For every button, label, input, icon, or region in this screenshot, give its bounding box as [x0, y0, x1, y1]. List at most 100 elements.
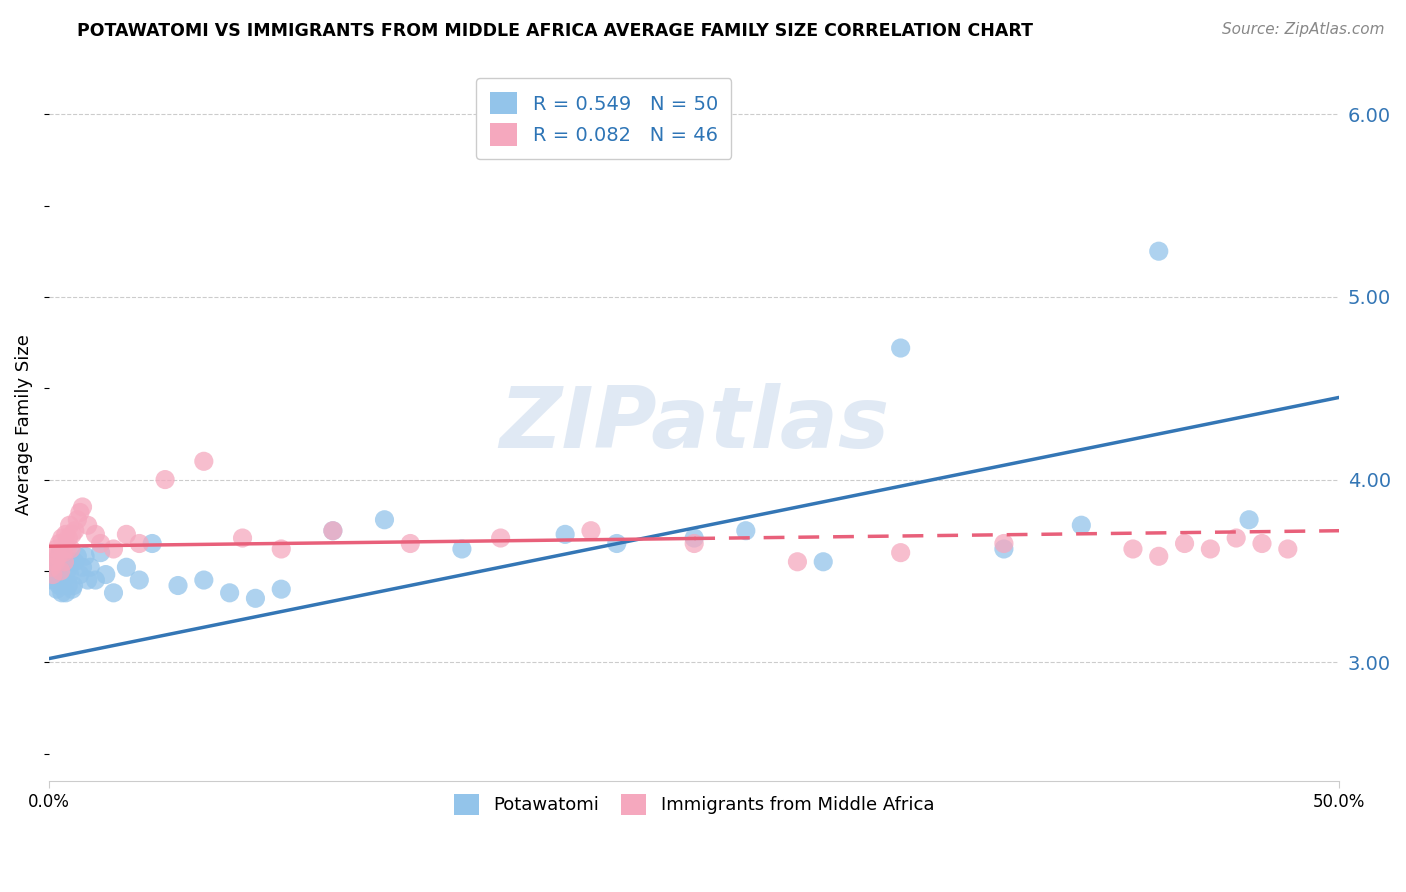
Point	[322, 524, 344, 538]
Point	[45, 541, 67, 556]
Point	[66, 549, 89, 564]
Point	[59, 541, 82, 556]
Point	[79, 560, 101, 574]
Point	[193, 454, 215, 468]
Point	[42, 560, 65, 574]
Point	[115, 527, 138, 541]
Point	[734, 524, 756, 538]
Point	[1237, 513, 1260, 527]
Point	[41, 560, 63, 574]
Point	[51, 586, 73, 600]
Point	[813, 555, 835, 569]
Point	[890, 341, 912, 355]
Point	[49, 546, 72, 560]
Point	[1070, 518, 1092, 533]
Point	[60, 527, 83, 541]
Point	[167, 578, 190, 592]
Point	[49, 564, 72, 578]
Point	[606, 536, 628, 550]
Point	[69, 505, 91, 519]
Point	[75, 549, 97, 564]
Point	[322, 524, 344, 538]
Point	[62, 578, 84, 592]
Point	[128, 536, 150, 550]
Point	[76, 573, 98, 587]
Point	[72, 560, 94, 574]
Point	[56, 564, 79, 578]
Point	[115, 560, 138, 574]
Point	[399, 536, 422, 550]
Point	[52, 546, 75, 560]
Point	[90, 546, 112, 560]
Point	[58, 578, 80, 592]
Point	[45, 582, 67, 597]
Point	[84, 573, 107, 587]
Point	[53, 555, 76, 569]
Point	[683, 536, 706, 550]
Point	[1147, 549, 1170, 564]
Point	[66, 513, 89, 527]
Point	[1174, 536, 1197, 550]
Point	[90, 536, 112, 550]
Point	[193, 573, 215, 587]
Point	[1122, 541, 1144, 556]
Point	[69, 567, 91, 582]
Point	[48, 578, 70, 592]
Point	[890, 546, 912, 560]
Point	[55, 527, 77, 541]
Point	[63, 555, 86, 569]
Point	[103, 586, 125, 600]
Point	[44, 549, 66, 564]
Point	[786, 555, 808, 569]
Point	[59, 518, 82, 533]
Point	[72, 500, 94, 514]
Point	[1251, 536, 1274, 550]
Point	[1277, 541, 1299, 556]
Point	[76, 518, 98, 533]
Point	[48, 536, 70, 550]
Point	[554, 527, 576, 541]
Point	[46, 564, 69, 578]
Point	[44, 567, 66, 582]
Point	[489, 531, 512, 545]
Point	[51, 531, 73, 545]
Point	[245, 591, 267, 606]
Point	[993, 536, 1015, 550]
Point	[103, 541, 125, 556]
Point	[270, 582, 292, 597]
Text: POTAWATOMI VS IMMIGRANTS FROM MIDDLE AFRICA AVERAGE FAMILY SIZE CORRELATION CHAR: POTAWATOMI VS IMMIGRANTS FROM MIDDLE AFR…	[77, 22, 1033, 40]
Point	[218, 586, 240, 600]
Point	[451, 541, 474, 556]
Point	[232, 531, 254, 545]
Point	[270, 541, 292, 556]
Point	[52, 573, 75, 587]
Point	[44, 555, 66, 569]
Point	[58, 531, 80, 545]
Point	[1225, 531, 1247, 545]
Point	[1199, 541, 1222, 556]
Point	[59, 567, 82, 582]
Point	[1147, 244, 1170, 259]
Point	[41, 573, 63, 587]
Point	[60, 582, 83, 597]
Point	[44, 555, 66, 569]
Legend: Potawatomi, Immigrants from Middle Africa: Potawatomi, Immigrants from Middle Afric…	[443, 783, 945, 825]
Text: ZIPatlas: ZIPatlas	[499, 384, 890, 467]
Point	[683, 531, 706, 545]
Point	[53, 555, 76, 569]
Point	[63, 524, 86, 538]
Point	[59, 555, 82, 569]
Point	[373, 513, 395, 527]
Point	[141, 536, 163, 550]
Text: Source: ZipAtlas.com: Source: ZipAtlas.com	[1222, 22, 1385, 37]
Point	[56, 541, 79, 556]
Point	[46, 549, 69, 564]
Point	[579, 524, 602, 538]
Point	[42, 567, 65, 582]
Point	[153, 473, 176, 487]
Point	[84, 527, 107, 541]
Point	[94, 567, 117, 582]
Point	[993, 541, 1015, 556]
Point	[55, 586, 77, 600]
Point	[128, 573, 150, 587]
